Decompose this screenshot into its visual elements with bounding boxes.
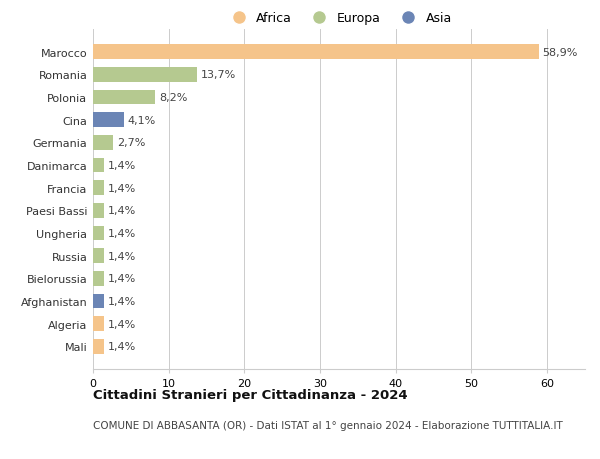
Bar — [93, 317, 104, 331]
Text: 1,4%: 1,4% — [107, 319, 136, 329]
Text: 1,4%: 1,4% — [107, 274, 136, 284]
Text: 1,4%: 1,4% — [107, 341, 136, 352]
Text: 1,4%: 1,4% — [107, 229, 136, 239]
Legend: Africa, Europa, Asia: Africa, Europa, Asia — [221, 7, 457, 30]
Text: COMUNE DI ABBASANTA (OR) - Dati ISTAT al 1° gennaio 2024 - Elaborazione TUTTITAL: COMUNE DI ABBASANTA (OR) - Dati ISTAT al… — [93, 420, 563, 430]
Text: 1,4%: 1,4% — [107, 183, 136, 193]
Bar — [93, 136, 113, 151]
Bar — [93, 204, 104, 218]
Text: 2,7%: 2,7% — [117, 138, 146, 148]
Bar — [93, 226, 104, 241]
Text: 4,1%: 4,1% — [128, 116, 156, 125]
Text: 8,2%: 8,2% — [159, 93, 187, 103]
Bar — [93, 294, 104, 309]
Bar — [93, 339, 104, 354]
Text: 1,4%: 1,4% — [107, 251, 136, 261]
Text: 1,4%: 1,4% — [107, 161, 136, 171]
Bar — [93, 113, 124, 128]
Text: 13,7%: 13,7% — [200, 70, 236, 80]
Bar — [93, 181, 104, 196]
Bar — [93, 68, 197, 83]
Bar — [93, 249, 104, 263]
Bar — [93, 271, 104, 286]
Bar — [93, 158, 104, 173]
Bar — [93, 90, 155, 105]
Text: 58,9%: 58,9% — [542, 48, 578, 58]
Bar — [93, 45, 539, 60]
Text: 1,4%: 1,4% — [107, 206, 136, 216]
Text: 1,4%: 1,4% — [107, 297, 136, 307]
Text: Cittadini Stranieri per Cittadinanza - 2024: Cittadini Stranieri per Cittadinanza - 2… — [93, 388, 407, 401]
